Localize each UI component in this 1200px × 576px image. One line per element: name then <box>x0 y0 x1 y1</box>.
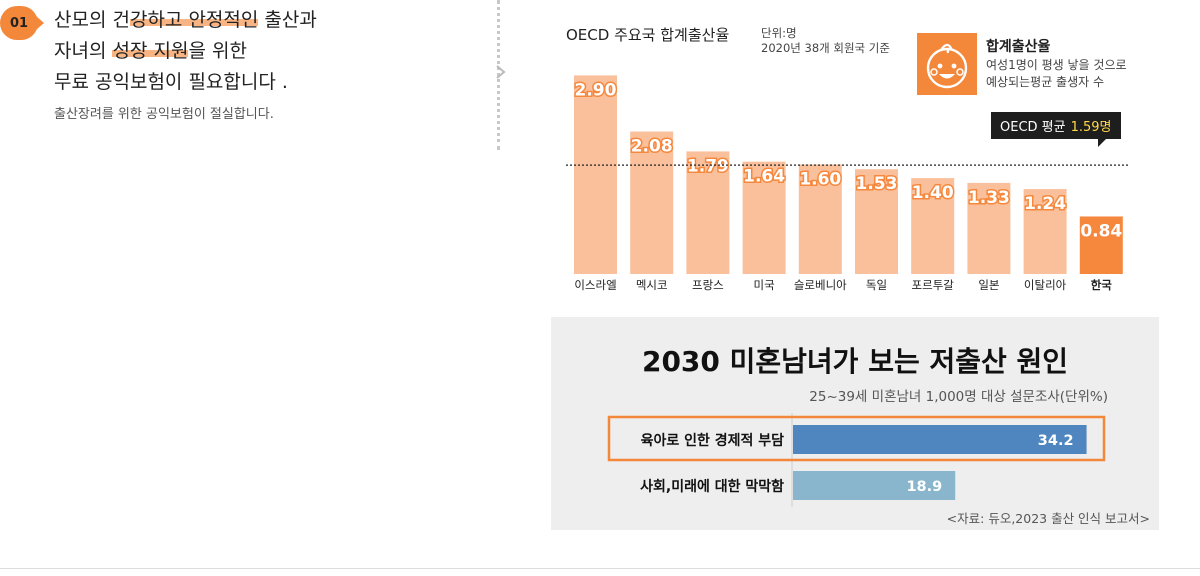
bar <box>1023 189 1067 274</box>
bar-value-label: 1.40 <box>912 183 954 203</box>
survey-panel: 2030 미혼남녀가 보는 저출산 원인 25~39세 미혼남녀 1,000명 … <box>551 317 1159 530</box>
category-label: 일본 <box>978 278 999 292</box>
headline-highlight: 성장 지원 <box>112 40 189 62</box>
bar <box>798 164 842 274</box>
headline-text: 자녀의 <box>54 40 113 62</box>
bar-value-label: 1.33 <box>968 188 1010 208</box>
bar <box>686 151 730 274</box>
category-label: 육아로 인한 경제적 부담 <box>641 432 785 449</box>
chevron-right-icon <box>496 65 506 79</box>
fertility-bar-chart: 2.90 이스라엘 2.08 멕시코 1.79 프랑스 1.64 미국 1.60 슬로베니아 1.5… <box>566 75 1128 292</box>
category-label: 독일 <box>866 278 887 292</box>
bar-value-label: 2.08 <box>631 137 673 157</box>
legend-desc-line: 예상되는평균 출생자 수 <box>986 75 1105 89</box>
bar <box>793 425 1087 454</box>
chart2-subtitle: 25~39세 미혼남녀 1,000명 대상 설문조사(단위%) <box>809 389 1108 405</box>
category-label: 슬로베니아 <box>794 278 847 292</box>
bar-value-label: 0.84 <box>1080 221 1122 241</box>
headline-line-3: 무료 공익보험이 필요합니다 . <box>54 71 288 93</box>
avg-label: OECD 평균 <box>1000 120 1066 135</box>
chart1-unit-note: 단위:명 2020년 38개 회원국 기준 <box>761 26 890 56</box>
legend-description: 여성1명이 평생 낳을 것으로 예상되는평균 출생자 수 <box>986 57 1176 91</box>
bar <box>742 161 786 274</box>
headline-text: 출산과 <box>258 9 317 31</box>
bar <box>855 169 898 274</box>
category-label: 이탈리아 <box>1024 278 1067 292</box>
bar-value-label: 1.60 <box>799 169 841 189</box>
bar <box>1079 216 1123 274</box>
chart2-title: 2030 미혼남녀가 보는 저출산 원인 <box>641 345 1069 378</box>
badge-pointer <box>36 16 44 30</box>
headline-line-2: 자녀의 성장 지원을 위한 <box>54 39 247 63</box>
callout-tail <box>1098 138 1107 147</box>
oecd-average-callout: OECD 평균 1.59명 <box>991 112 1121 139</box>
legend-desc-line: 여성1명이 평생 낳을 것으로 <box>986 58 1127 72</box>
bar-value-label: 2.90 <box>575 80 617 100</box>
section-number-badge: 01 <box>0 6 38 40</box>
chart2-source: <자료: 듀오,2023 출산 인식 보고서> <box>946 511 1150 526</box>
dotted-divider <box>497 0 500 150</box>
unit-label: 단위:명 <box>761 26 797 40</box>
baby-face-icon <box>917 33 977 95</box>
category-label: 한국 <box>1091 278 1113 292</box>
category-label: 이스라엘 <box>574 278 616 292</box>
bar <box>793 471 956 500</box>
category-label: 멕시코 <box>636 278 668 292</box>
bar-value-label: 1.79 <box>687 156 729 176</box>
subheadline: 출산장려를 위한 공익보험이 절실합니다. <box>54 107 274 122</box>
category-label: 사회,미래에 대한 막막함 <box>640 478 784 495</box>
headline-text: 을 위한 <box>188 40 247 62</box>
low-birth-cause-chart: 34.2 육아로 인한 경제적 부담 18.9 사회,미래에 대한 막막함 <box>607 413 1106 507</box>
bar <box>911 178 955 274</box>
headline-line-1: 산모의 건강하고 안정적인 출산과 <box>54 8 317 32</box>
bar-value-label: 1.24 <box>1024 194 1066 214</box>
bar <box>967 182 1011 274</box>
avg-value: 1.59명 <box>1070 120 1112 135</box>
bar-value-label: 34.2 <box>1038 433 1074 449</box>
bar-value-label: 1.64 <box>743 167 785 187</box>
bar <box>574 75 617 274</box>
top-cause-highlight-box <box>607 415 1106 462</box>
bar-value-label: 18.9 <box>906 479 942 495</box>
basis-label: 2020년 38개 회원국 기준 <box>761 41 890 55</box>
bar <box>630 131 674 274</box>
chart1-title: OECD 주요국 합계출산율 <box>566 26 730 44</box>
bottom-divider <box>0 568 1200 569</box>
headline-highlight: 강하고 안정적인 <box>129 9 259 31</box>
legend-title: 합계출산율 <box>986 39 1051 55</box>
headline-text: 산모의 건 <box>54 9 130 31</box>
bar-value-label: 1.53 <box>856 174 898 194</box>
category-label: 미국 <box>754 278 775 292</box>
category-label: 프랑스 <box>692 278 724 292</box>
category-label: 포르투갈 <box>912 278 955 292</box>
